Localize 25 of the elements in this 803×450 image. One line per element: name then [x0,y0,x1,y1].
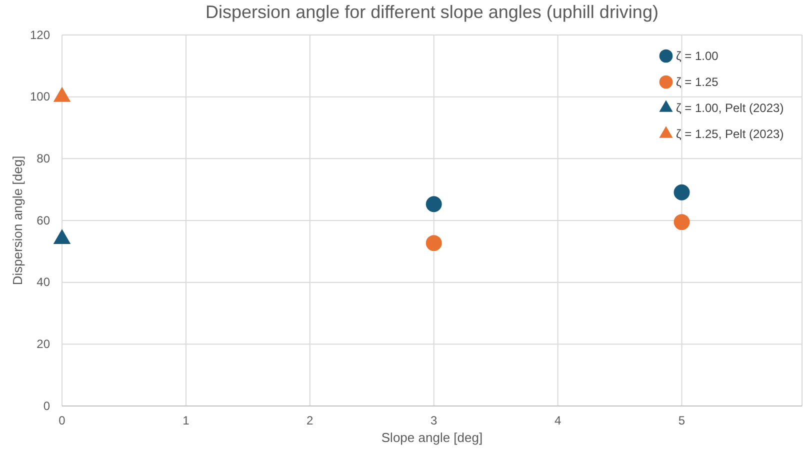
legend-label: ζ = 1.25 [676,75,719,89]
x-tick-label: 4 [554,414,562,428]
y-tick-label: 40 [36,275,50,290]
x-tick-label: 2 [306,414,314,428]
y-tick-label: 120 [30,28,50,42]
legend-label: ζ = 1.25, Pelt (2023) [676,127,784,141]
y-axis-title: Dispersion angle [deg] [10,156,25,286]
point [674,184,690,200]
point [426,196,442,212]
point [674,214,690,230]
point [426,235,442,252]
y-tick-label: 60 [36,213,50,228]
x-tick-label: 0 [58,414,66,428]
x-tick-label: 1 [182,414,190,428]
legend-label: ζ = 1.00, Pelt (2023) [676,101,784,115]
legend-label: ζ = 1.00 [676,49,719,63]
x-tick-label: 5 [678,414,686,428]
x-axis-title: Slope angle [deg] [381,430,483,445]
y-tick-label: 100 [30,90,50,104]
x-tick-label: 3 [430,414,438,428]
point [53,86,71,102]
y-tick-label: 20 [36,337,50,352]
y-tick-label: 80 [36,152,50,166]
y-tick-label: 0 [43,398,50,413]
chart-title: Dispersion angle for different slope angles (uphill driving) [206,2,658,22]
